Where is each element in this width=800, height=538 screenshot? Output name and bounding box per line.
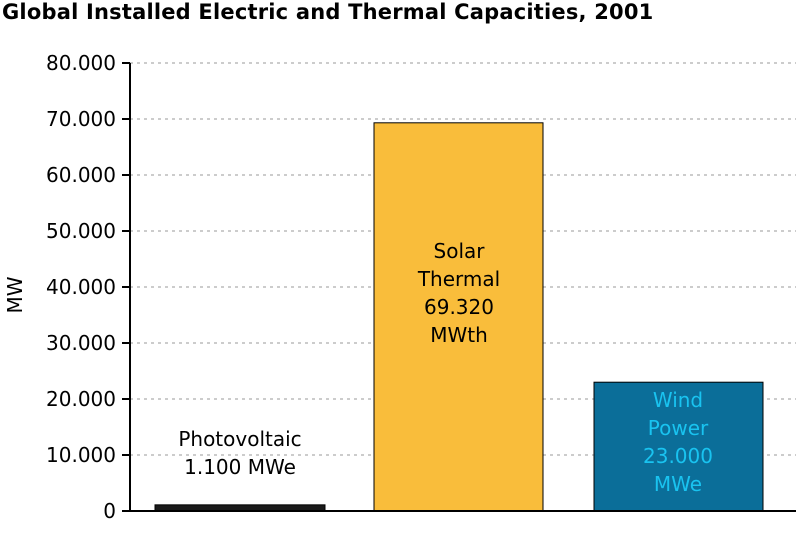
y-tick-label: 50.000 xyxy=(46,219,116,243)
chart-title: Global Installed Electric and Thermal Ca… xyxy=(2,0,654,24)
bar-solar-thermal xyxy=(373,122,544,512)
bar-label: Thermal xyxy=(417,267,500,291)
bar-label: 1.100 MWe xyxy=(184,455,296,479)
bar-label: 69.320 xyxy=(424,295,494,319)
bar-label: Wind xyxy=(653,388,703,412)
y-tick-label: 30.000 xyxy=(46,331,116,355)
y-axis-label: MW xyxy=(3,276,27,313)
y-tick-label: 20.000 xyxy=(46,387,116,411)
y-tick-label: 60.000 xyxy=(46,163,116,187)
bar-label: Solar xyxy=(434,239,486,263)
bar-label: Photovoltaic xyxy=(178,427,301,451)
bar-label: MWth xyxy=(430,323,488,347)
y-tick-label: 0 xyxy=(103,499,116,523)
bar-wind-power xyxy=(593,381,764,512)
y-tick-label: 70.000 xyxy=(46,107,116,131)
bar-label: 23.000 xyxy=(643,444,713,468)
y-tick-label: 80.000 xyxy=(46,51,116,75)
y-tick-label: 40.000 xyxy=(46,275,116,299)
bar-label: MWe xyxy=(654,472,702,496)
y-tick-label: 10.000 xyxy=(46,443,116,467)
bar-label: Power xyxy=(648,416,709,440)
